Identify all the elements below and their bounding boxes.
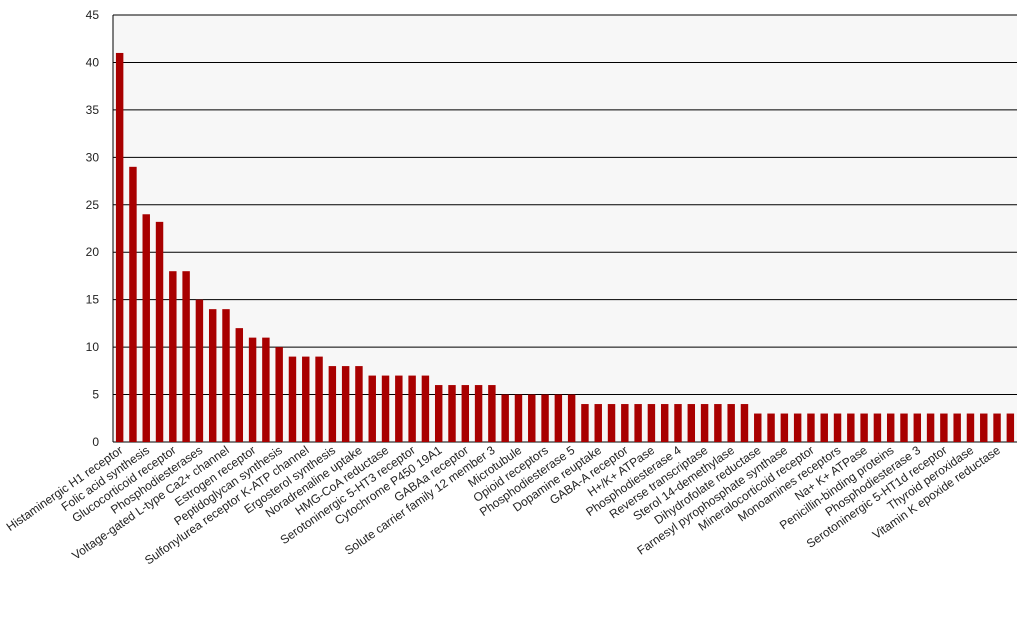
bar	[235, 328, 244, 442]
y-tick-label: 15	[86, 293, 100, 307]
bar	[913, 413, 922, 442]
bar	[514, 394, 523, 442]
bar	[900, 413, 908, 442]
bar	[195, 299, 204, 442]
y-tick-label: 20	[86, 245, 100, 259]
bar	[687, 404, 696, 442]
bar	[328, 366, 337, 442]
bar	[780, 413, 789, 442]
bar	[262, 337, 270, 442]
bar	[926, 413, 935, 442]
bar	[501, 394, 509, 442]
bar	[341, 366, 350, 442]
y-tick-label: 40	[86, 55, 100, 69]
y-tick-label: 0	[92, 435, 99, 449]
bar	[767, 413, 775, 442]
bar	[368, 375, 376, 442]
bar	[607, 404, 616, 442]
bar	[621, 404, 629, 442]
bar	[567, 394, 576, 442]
plot-area	[113, 15, 1017, 442]
bar	[886, 413, 895, 442]
bar	[421, 375, 430, 442]
y-tick-label: 25	[86, 198, 100, 212]
bar	[873, 413, 882, 442]
bar	[647, 404, 656, 442]
bar	[275, 347, 283, 442]
bar	[129, 166, 137, 443]
bar	[288, 356, 297, 442]
bar	[355, 366, 363, 442]
bar	[381, 375, 390, 442]
bar	[634, 404, 642, 442]
bar	[993, 413, 1001, 442]
bar	[793, 413, 802, 442]
bar	[940, 413, 948, 442]
y-tick-label: 35	[86, 103, 100, 117]
bar	[448, 385, 456, 442]
bar	[488, 385, 496, 442]
bar	[754, 413, 762, 442]
y-tick-label: 30	[86, 150, 100, 164]
bar	[208, 309, 217, 442]
bar	[142, 214, 150, 442]
bar	[847, 413, 855, 442]
bar	[541, 394, 549, 442]
bar	[966, 413, 975, 442]
bar	[302, 356, 310, 442]
bar	[1006, 413, 1015, 442]
bar	[528, 394, 536, 442]
bar	[594, 404, 602, 442]
bar	[408, 375, 416, 442]
bar	[833, 413, 842, 442]
bar	[740, 404, 749, 442]
bar	[554, 394, 563, 442]
bar	[660, 404, 669, 442]
bar	[700, 404, 709, 442]
bar	[727, 404, 735, 442]
bar	[395, 375, 403, 442]
bar	[461, 385, 470, 442]
bar	[248, 337, 257, 442]
y-tick-label: 45	[86, 8, 100, 22]
y-tick-label: 10	[86, 340, 100, 354]
bar	[674, 404, 682, 442]
bar	[434, 385, 443, 442]
bar	[222, 309, 230, 442]
bar	[581, 404, 589, 442]
bar	[807, 413, 815, 442]
bar	[182, 271, 190, 442]
y-tick-label: 5	[92, 388, 99, 402]
bar	[155, 221, 164, 442]
bar	[860, 413, 868, 442]
bar	[820, 413, 828, 442]
bar	[714, 404, 722, 442]
bar	[115, 52, 124, 442]
bar	[474, 385, 483, 442]
bar	[980, 413, 988, 442]
bar	[169, 271, 177, 442]
bar	[315, 356, 323, 442]
bar	[953, 413, 961, 442]
